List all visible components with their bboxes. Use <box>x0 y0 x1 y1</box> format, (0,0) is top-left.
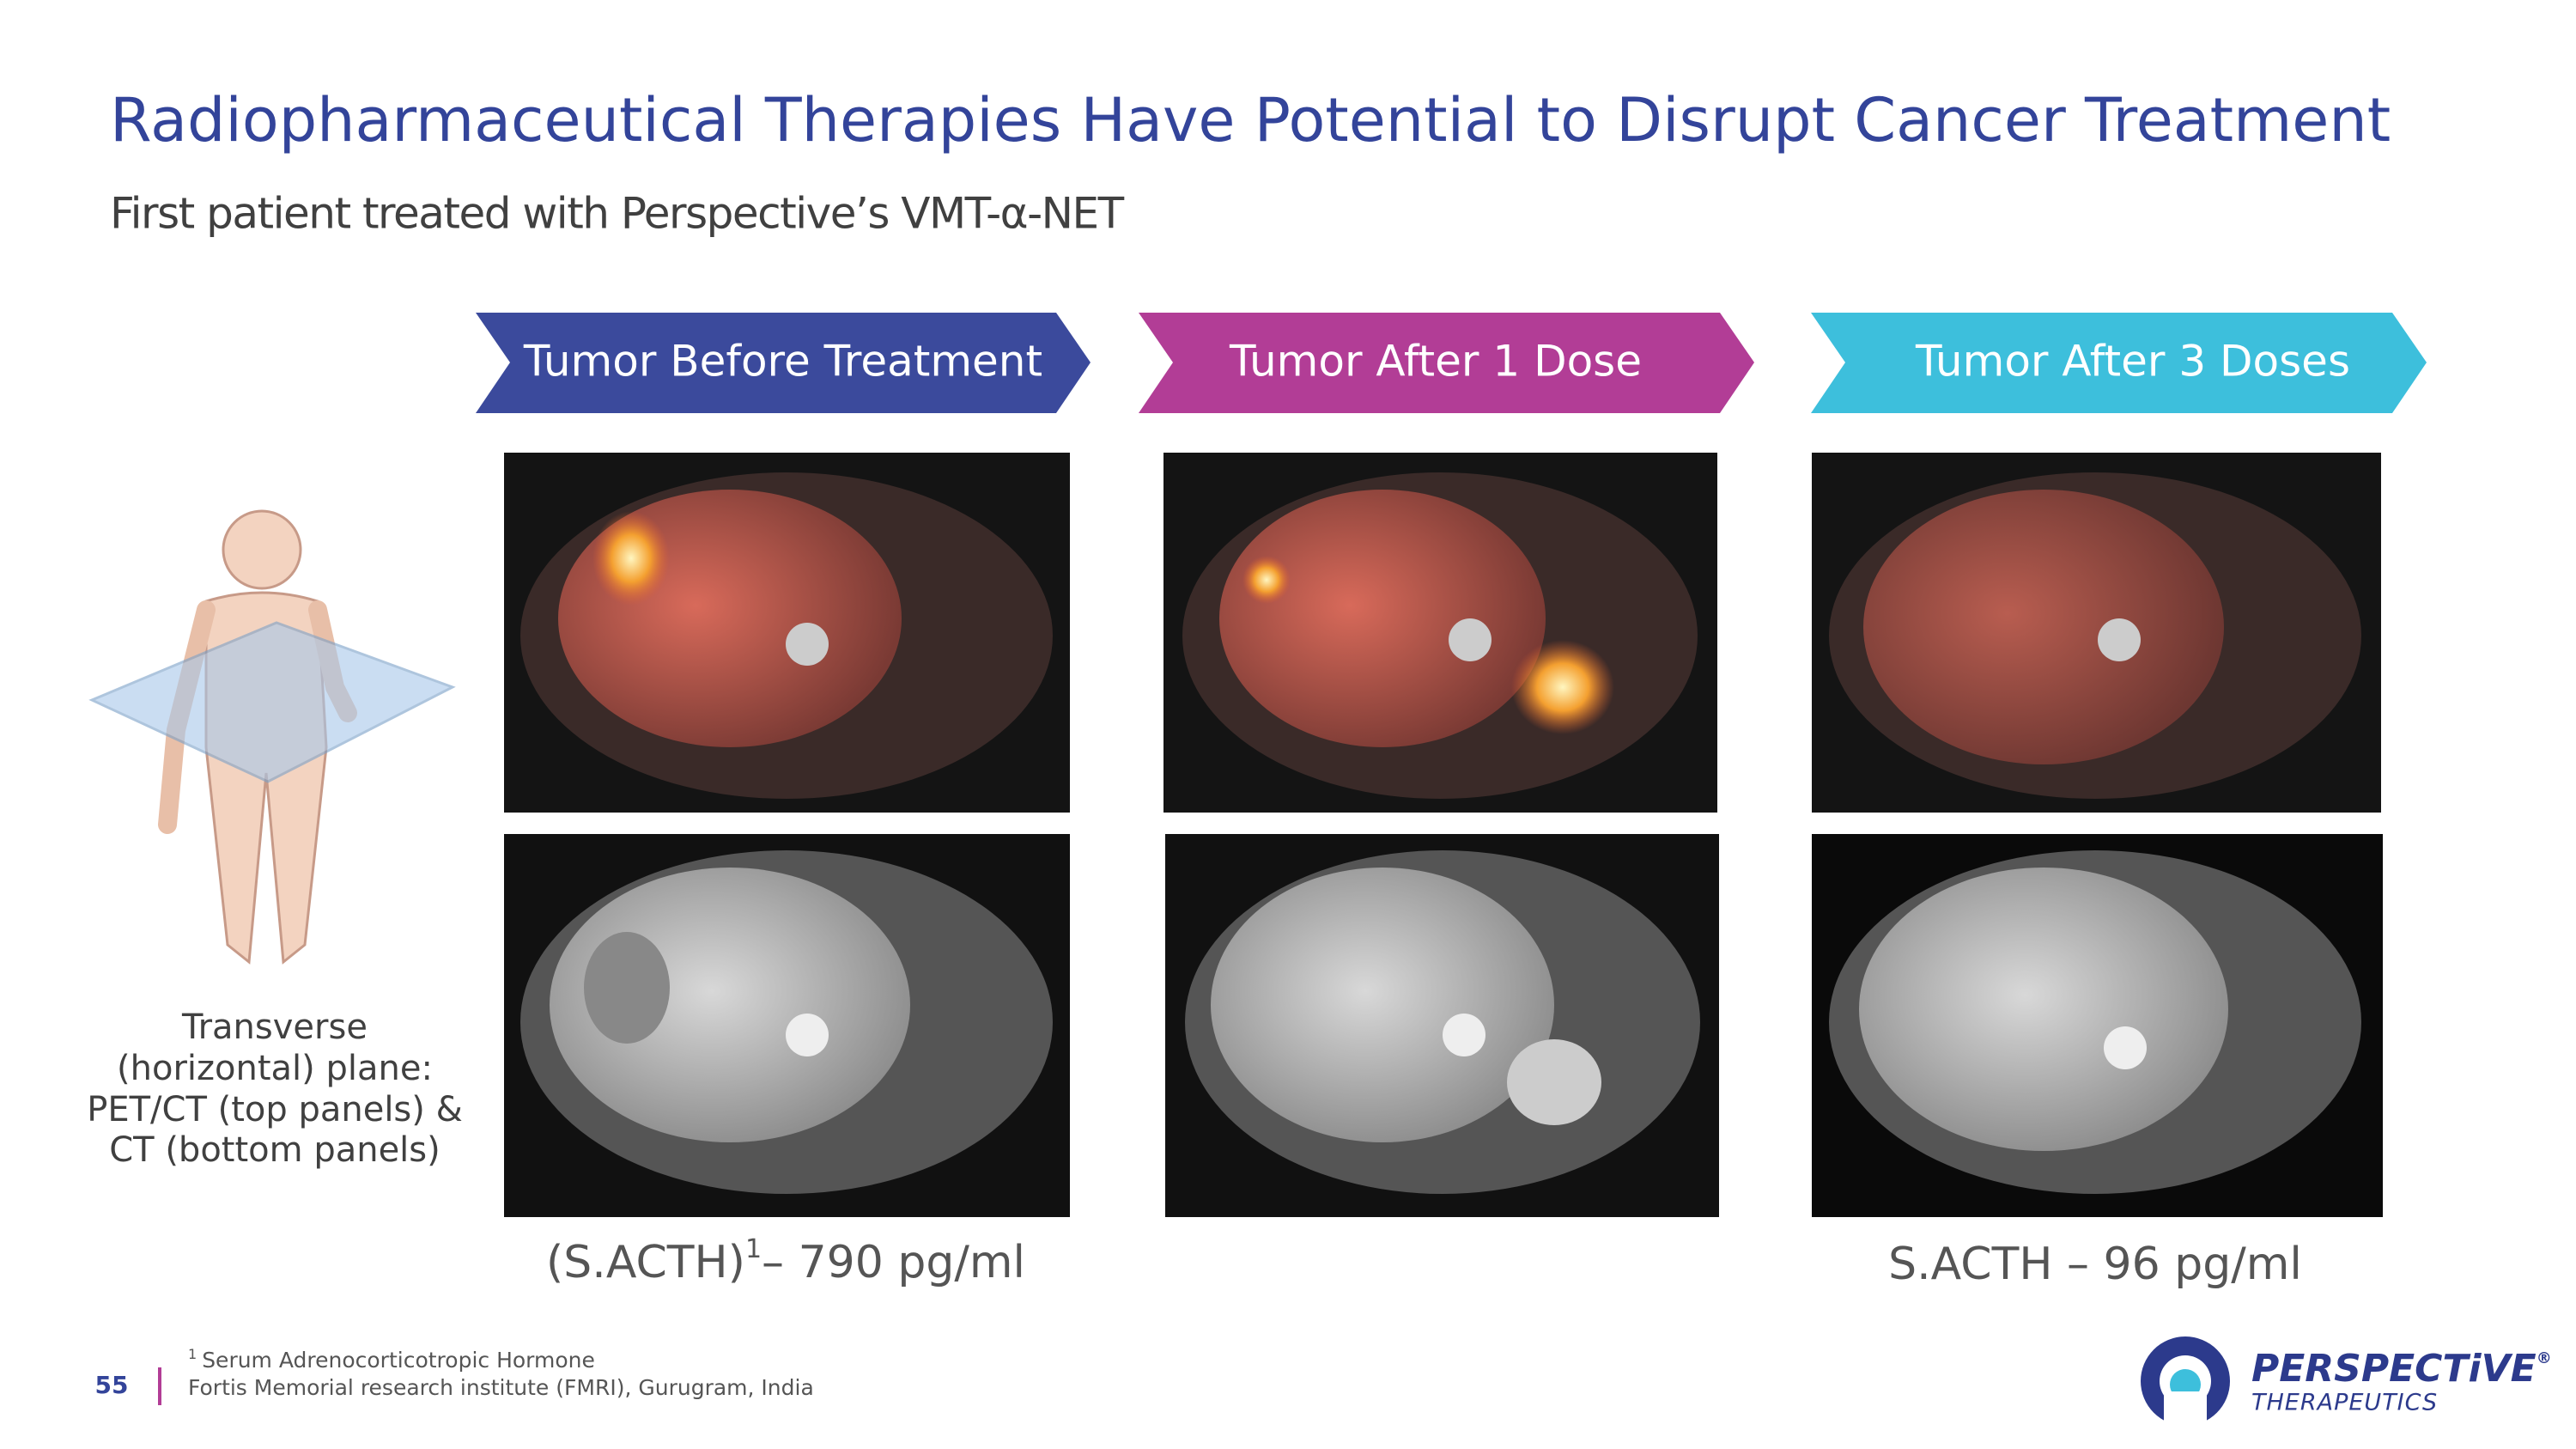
measurement-after: S.ACTH – 96 pg/ml <box>1888 1239 2302 1290</box>
footnote-mark: 1 <box>188 1346 197 1362</box>
footnote: 1 Serum Adrenocorticotropic Hormone <box>188 1346 595 1373</box>
arrow <box>1811 313 2427 413</box>
body-figure <box>88 509 456 965</box>
arrow <box>476 313 1091 413</box>
pet-scan <box>1812 453 2381 813</box>
divider <box>158 1367 161 1405</box>
ct-scan <box>1165 834 1719 1217</box>
measure-label: (S.ACTH) <box>546 1237 745 1288</box>
source: Fortis Memorial research institute (FMRI… <box>188 1375 814 1400</box>
measurement-before: (S.ACTH)1– 790 pg/ml <box>546 1234 1025 1289</box>
plane-caption: Transverse (horizontal) plane: PET/CT (t… <box>87 1008 463 1170</box>
pet-scan <box>1163 453 1717 813</box>
stage-label: Tumor Before Treatment <box>523 337 1042 387</box>
arrow <box>1139 313 1754 413</box>
logo-word: PERSPECTiVE <box>2251 1347 2537 1391</box>
caption-line: Transverse <box>181 1008 368 1047</box>
stage-label: Tumor After 3 Doses <box>1915 337 2350 387</box>
title: Radiopharmaceutical Therapies Have Poten… <box>110 85 2391 155</box>
measure-value: – 790 pg/ml <box>762 1237 1025 1288</box>
stage-label: Tumor After 1 Dose <box>1229 337 1642 387</box>
ct-scan <box>504 834 1070 1217</box>
pet-scan <box>504 453 1070 813</box>
footnote-text: Serum Adrenocorticotropic Hormone <box>202 1348 595 1373</box>
scans <box>504 453 2383 1217</box>
logo-tagline: THERAPEUTICS <box>2251 1390 2438 1416</box>
logo-name: PERSPECTiVE® <box>2251 1347 2552 1391</box>
subtitle: First patient treated with Perspective’s… <box>110 189 1125 239</box>
caption-line: PET/CT (top panels) & <box>87 1090 463 1129</box>
page-number: 55 <box>95 1371 129 1399</box>
logo: PERSPECTiVE® THERAPEUTICS <box>2141 1336 2552 1430</box>
ct-scan <box>1812 834 2383 1217</box>
logo-mark: ® <box>2537 1349 2552 1367</box>
caption-line: (horizontal) plane: <box>117 1049 433 1088</box>
superscript: 1 <box>745 1234 762 1264</box>
stage-arrows: Tumor Before Treatment Tumor After 1 Dos… <box>476 313 2427 413</box>
caption-line: CT (bottom panels) <box>109 1130 440 1170</box>
